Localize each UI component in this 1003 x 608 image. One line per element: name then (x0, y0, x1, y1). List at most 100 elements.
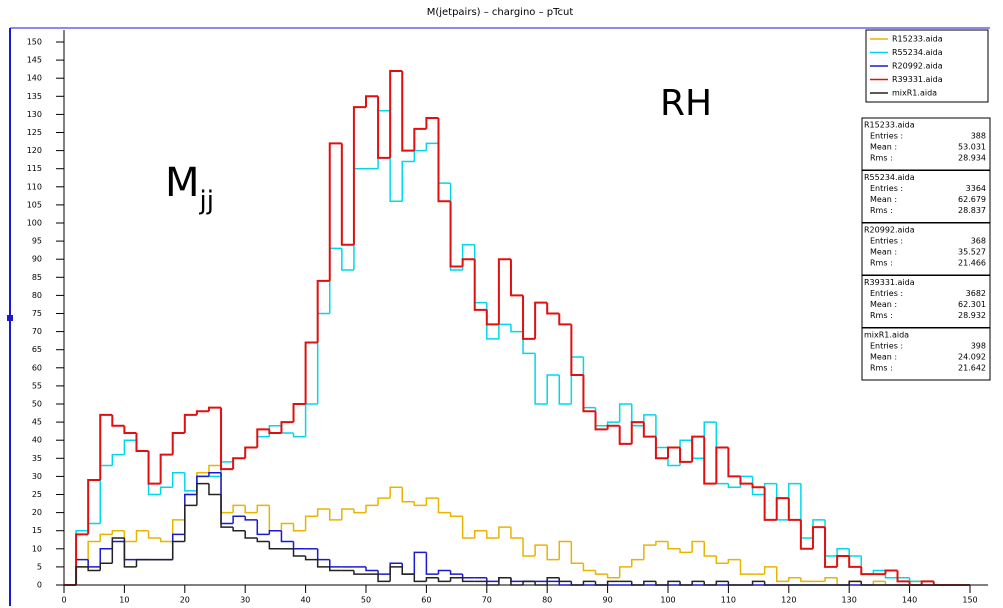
chart-title: M(jetpairs) – chargino – pTcut (427, 7, 574, 18)
histogram-step (123, 439, 137, 455)
histogram-step (208, 464, 222, 473)
histogram-step (171, 431, 185, 455)
histogram-step (799, 519, 813, 550)
histogram-step (800, 483, 813, 539)
histogram-step (534, 581, 548, 586)
histogram-step (498, 526, 511, 538)
histogram-step (570, 356, 584, 404)
histogram-step (836, 555, 850, 567)
histogram-step (788, 482, 801, 520)
histogram-step (123, 530, 137, 543)
histogram-step (75, 529, 89, 585)
histogram-step (87, 559, 101, 568)
histogram-step (667, 447, 681, 467)
stats-value: 3682 (966, 289, 986, 298)
histogram-step (679, 548, 693, 554)
histogram-step (800, 577, 813, 583)
histogram-step (618, 566, 632, 578)
y-tick-label: 30 (32, 472, 42, 481)
annotation: RH (660, 83, 712, 124)
histogram-step (594, 407, 608, 427)
annotation-main: M (165, 160, 200, 206)
histogram-step (582, 580, 596, 585)
stats-value: 21.466 (958, 259, 986, 268)
histogram-step (280, 425, 294, 434)
histogram-step (401, 160, 415, 202)
histogram-step (413, 501, 427, 507)
histogram-step (703, 581, 717, 586)
histogram-step (316, 279, 330, 343)
histogram-step (655, 414, 668, 449)
histogram-step (582, 356, 596, 409)
x-tick-label: 70 (482, 596, 492, 605)
histogram-step (123, 537, 137, 568)
histogram-step (111, 529, 125, 535)
histogram-step (522, 295, 536, 340)
histogram-step (256, 519, 270, 536)
histogram-step (377, 574, 391, 583)
histogram-step (292, 523, 306, 532)
histogram-step (727, 447, 741, 478)
histogram-step (244, 530, 258, 539)
stats-label: Entries : (870, 184, 903, 193)
histogram-step (631, 581, 644, 586)
histogram-step (75, 566, 89, 585)
histogram-step (123, 541, 137, 561)
histogram-step (485, 309, 499, 326)
histogram-step (341, 508, 354, 520)
x-tick-label: 0 (61, 596, 66, 605)
histogram-step (220, 465, 234, 514)
x-tick-label: 130 (842, 596, 857, 605)
histogram-step (763, 581, 777, 586)
histogram-step (461, 577, 475, 583)
x-tick-label: 40 (301, 596, 311, 605)
histogram-step (171, 533, 185, 560)
stats-label: Rms : (870, 364, 893, 373)
histogram-step (715, 580, 729, 585)
x-tick-label: 140 (902, 596, 917, 605)
histogram-step (691, 580, 705, 585)
histogram-step (872, 569, 886, 575)
histogram-step (570, 581, 584, 586)
histogram-step (147, 451, 161, 485)
histogram-step (473, 259, 487, 311)
histogram-step (389, 566, 403, 582)
histogram-step (461, 258, 475, 267)
histogram-step (329, 566, 342, 572)
histogram-step (256, 537, 270, 543)
histogram-step (75, 566, 89, 585)
histogram-step (522, 580, 536, 585)
histogram-step (196, 475, 209, 495)
x-tick-label: 20 (180, 596, 190, 605)
y-tick-label: 145 (27, 56, 42, 65)
histogram-step (860, 566, 874, 576)
histogram-step (111, 414, 125, 427)
histogram-step (413, 551, 427, 575)
histogram-step (377, 110, 391, 169)
stats-value: 3364 (966, 184, 986, 193)
histogram-step (208, 472, 222, 477)
histogram-step (304, 556, 318, 561)
histogram-step (848, 556, 862, 568)
histogram-step (437, 118, 451, 203)
stats-label: Entries : (870, 237, 903, 246)
histogram-step (655, 540, 668, 546)
histogram-step (860, 556, 874, 575)
histogram-step (111, 540, 125, 549)
histogram-step (667, 541, 681, 550)
stats-box (861, 170, 991, 223)
histogram-step (558, 313, 572, 326)
histogram-step (667, 580, 681, 585)
stats-value: 62.679 (958, 195, 986, 204)
histogram-step (449, 570, 463, 575)
histogram-step (304, 341, 318, 404)
histogram-step (848, 548, 862, 557)
histogram-step (196, 482, 209, 506)
histogram-step (486, 581, 499, 586)
histogram-step (739, 476, 753, 485)
y-tick-label: 115 (27, 164, 42, 173)
stats-value: 28.932 (958, 311, 986, 320)
histogram-step (220, 472, 234, 525)
stats-value: 398 (971, 342, 986, 351)
stats-title: R55234.aida (864, 173, 915, 182)
